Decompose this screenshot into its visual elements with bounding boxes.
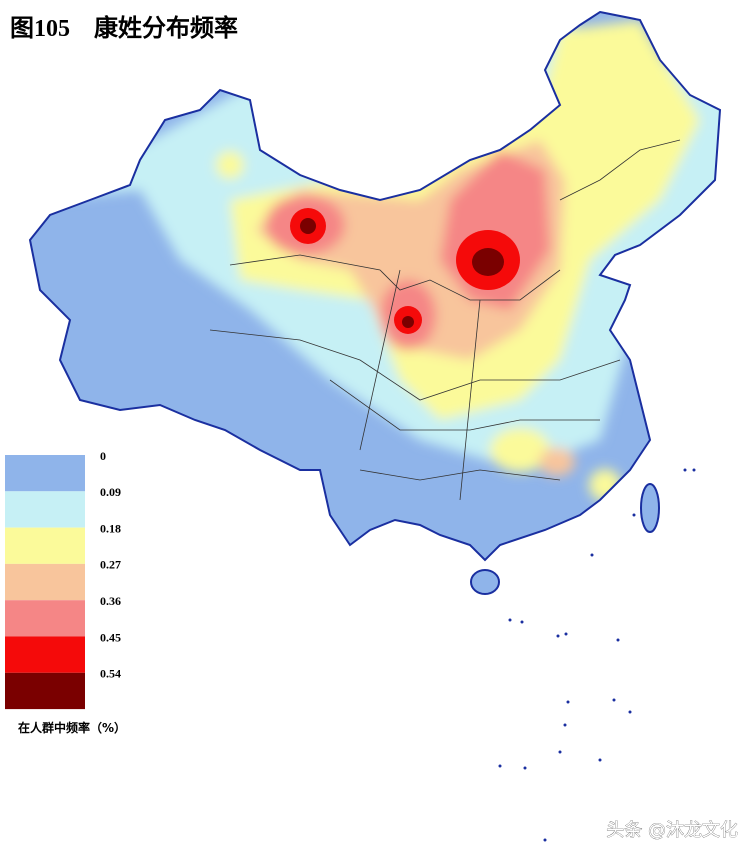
legend-swatch [5, 491, 85, 528]
legend-label: 0.54 [100, 667, 121, 681]
legend-swatch [5, 563, 85, 601]
legend-swatch [5, 672, 85, 710]
legend-swatch [5, 527, 85, 564]
legend-swatch [5, 600, 85, 637]
legend-label: 0.36 [100, 594, 121, 608]
legend: 0 0.09 0.18 0.27 0.36 0.45 0.54 [5, 449, 121, 710]
legend-label: 0.18 [100, 521, 121, 535]
legend-swatch [5, 636, 85, 673]
watermark: 头条 @沐龙文化 [606, 820, 738, 841]
map-title: 图105 康姓分布频率 [10, 14, 238, 42]
legend-label: 0.09 [100, 485, 121, 499]
legend-label: 0.27 [100, 558, 121, 572]
legend-label: 0 [100, 449, 106, 463]
legend-swatch [5, 455, 85, 492]
legend-label: 0.45 [100, 630, 121, 644]
legend-caption: 在人群中频率（%） [18, 720, 126, 735]
